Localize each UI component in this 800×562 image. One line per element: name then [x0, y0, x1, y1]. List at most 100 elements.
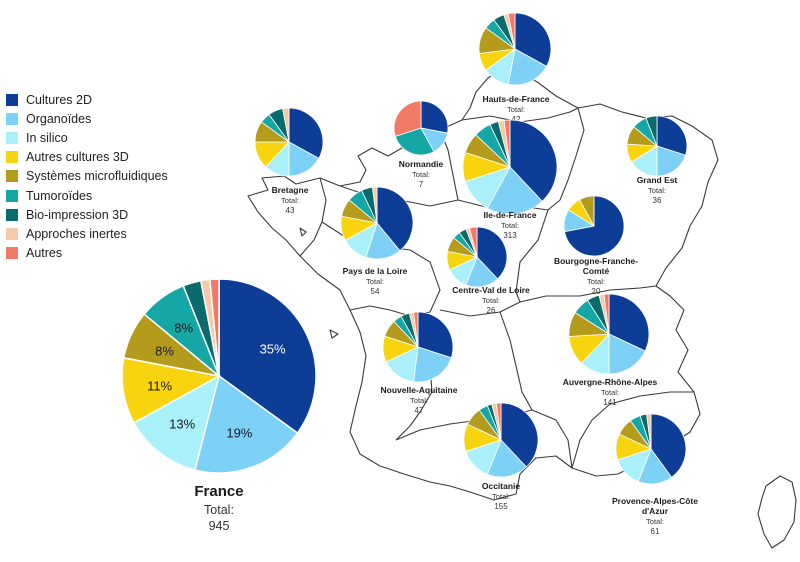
legend-label: Bio-impression 3D [26, 207, 129, 222]
pie-slice [646, 413, 652, 450]
pie-slice [476, 226, 508, 280]
legend-swatch [6, 189, 18, 202]
region-name-label: Nouvelle-Aquitaine [381, 385, 458, 395]
pie-hauts-de-france [478, 12, 552, 86]
slice-percent-label: 13% [169, 417, 195, 432]
region-total-value: 36 [653, 196, 662, 205]
pie-slice [417, 311, 454, 359]
pie-slice [393, 100, 422, 137]
legend-label: In silico [26, 130, 68, 145]
legend-label: Approches inertes [26, 226, 127, 241]
legend-swatch [6, 112, 18, 125]
region-name-label: Comté [583, 266, 610, 276]
legend-item: Approches inertes [6, 224, 216, 243]
region-name-label: Bretagne [272, 185, 309, 195]
national-total-caption: Total: [204, 503, 234, 517]
region-total-value: 47 [415, 406, 424, 415]
national-total-value: 945 [209, 519, 230, 533]
border-paca [571, 391, 694, 469]
pie-slice [645, 115, 658, 147]
pie-slice [394, 127, 435, 156]
island-outline [299, 227, 307, 237]
pie-slice [608, 333, 646, 375]
region-total-value: 26 [487, 306, 496, 315]
corsica-outline [757, 475, 797, 549]
pie-slice [121, 356, 222, 424]
legend-item: Bio-impression 3D [6, 205, 216, 224]
pie-ile-de-france [462, 119, 558, 215]
pie-slice [608, 293, 650, 352]
legend-label: Cultures 2D [26, 92, 92, 107]
pie-bourgogne-franche-comt- [563, 195, 625, 257]
legend-label: Organoïdes [26, 111, 92, 126]
region-name-label: Grand Est [637, 175, 678, 185]
region-total-caption: Total: [648, 186, 666, 195]
pie-slice [469, 226, 478, 258]
pie-slice [132, 374, 221, 471]
legend-swatch [6, 151, 18, 164]
region-name-label: Pays de la Loire [343, 266, 408, 276]
region-total-value: 54 [371, 287, 380, 296]
region-name-label: Ile-de-France [484, 210, 537, 220]
region-total-value: 155 [494, 502, 508, 511]
pie-auvergne-rh-ne-alpes [568, 293, 650, 375]
border-pdl-naq [349, 305, 411, 317]
slice-percent-label: 8% [155, 343, 174, 358]
region-total-value: 42 [512, 115, 521, 124]
legend-swatch [6, 93, 18, 106]
border-centre-east [439, 209, 549, 317]
region-name-label: Normandie [399, 159, 444, 169]
pies-layer: 35% 19% 13% 11% 8%8% France Total: 945 Hauts-de-… [121, 12, 698, 536]
region-total-caption: Total: [587, 277, 605, 286]
region-total-value: 141 [603, 398, 617, 407]
pie-slice [376, 186, 414, 252]
legend-swatch [6, 247, 18, 260]
legend-label: Tumoroïdes [26, 188, 93, 203]
region-name-label: Centre-Val de Loire [452, 285, 530, 295]
legend-swatch [6, 227, 18, 240]
pie-slice [413, 346, 452, 383]
region-name-label: Bourgogne-Franche- [554, 256, 638, 266]
pie-bretagne [254, 107, 324, 177]
legend-swatch [6, 170, 18, 183]
pie-slice [288, 107, 324, 159]
pie-slice [500, 402, 539, 468]
region-total-caption: Total: [601, 388, 619, 397]
region-name-label: Provence-Alpes-Côte [612, 496, 698, 506]
pie-normandie [393, 100, 449, 156]
mainland-outline [247, 69, 719, 501]
pie-centre-val-de-loire [446, 226, 508, 288]
pie-nouvelle-aquitaine [382, 311, 454, 383]
pie-slice [486, 166, 543, 215]
pie-slice [656, 145, 687, 177]
region-total-value: 20 [592, 287, 601, 296]
pie-slice [579, 195, 595, 227]
pie-slice [209, 278, 220, 377]
region-total-caption: Total: [507, 105, 525, 114]
region-total-caption: Total: [646, 517, 664, 526]
pie-slice [656, 115, 688, 156]
region-name-label: Occitanie [482, 481, 521, 491]
border-ara-west [499, 311, 533, 411]
pie-slice [509, 119, 558, 202]
pie-slice [507, 48, 548, 86]
pie-slice [193, 374, 299, 474]
border-bfc-south [519, 285, 657, 303]
legend-item: Tumoroïdes [6, 186, 216, 205]
legend-item: Systèmes microfluidiques [6, 167, 216, 186]
pie-slice [503, 119, 511, 168]
legend-swatch [6, 131, 18, 144]
national-name-label: France [194, 483, 243, 500]
pie-slice [650, 413, 687, 478]
pie-provence-alpes-c-te-d-azur [615, 413, 687, 485]
legend-item: In silico [6, 128, 216, 147]
region-total-value: 61 [651, 527, 660, 536]
border-hdf-south [461, 107, 579, 123]
pie-slice [507, 12, 516, 50]
region-name-label: Hauts-de-France [482, 94, 549, 104]
region-total-caption: Total: [482, 296, 500, 305]
pie-slice [282, 107, 290, 143]
legend-swatch [6, 208, 18, 221]
region-name-label: Auvergne-Rhône-Alpes [563, 377, 658, 387]
